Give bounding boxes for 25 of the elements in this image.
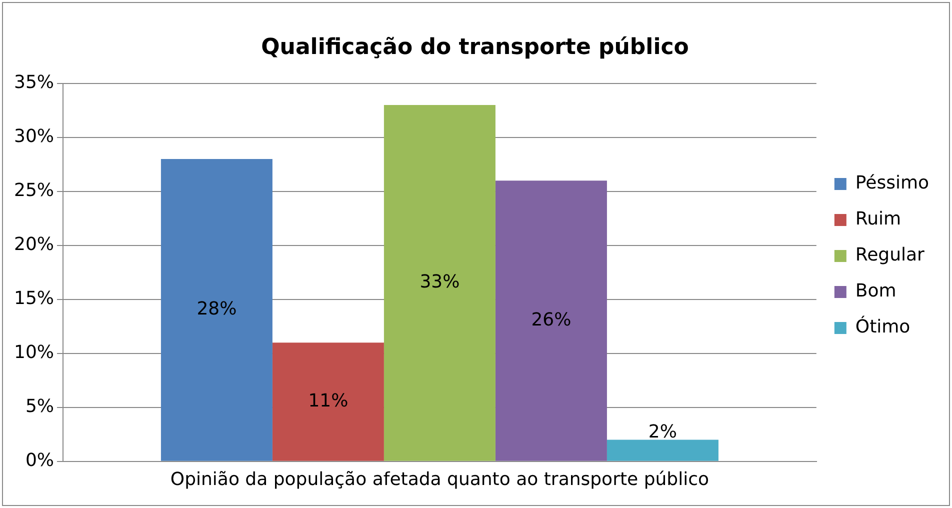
y-tick-label: 0% bbox=[25, 450, 54, 472]
legend-label: Regular bbox=[855, 244, 926, 266]
legend-label: Ruim bbox=[855, 208, 902, 230]
x-tick-label: Opinião da população afetada quanto ao transporte público bbox=[170, 468, 710, 490]
legend-label: Bom bbox=[855, 280, 896, 302]
y-tick-label: 30% bbox=[14, 126, 54, 148]
y-tick-label: 10% bbox=[14, 342, 54, 364]
y-tick-label: 25% bbox=[14, 180, 54, 202]
bar bbox=[606, 440, 718, 461]
bar bbox=[495, 180, 607, 461]
bar bbox=[272, 342, 384, 461]
y-tick-label: 15% bbox=[14, 288, 54, 310]
data-label: 2% bbox=[648, 421, 677, 442]
y-tick-label: 20% bbox=[14, 234, 54, 256]
data-label: 33% bbox=[420, 272, 460, 293]
data-label: 26% bbox=[531, 309, 572, 330]
chart-title: Qualificação do transporte público bbox=[261, 34, 689, 60]
legend-label: Ótimo bbox=[855, 316, 910, 338]
y-tick-label: 5% bbox=[25, 396, 54, 418]
data-label: 11% bbox=[308, 390, 348, 412]
bar bbox=[384, 105, 496, 461]
legend-label: Péssimo bbox=[855, 172, 930, 194]
bar bbox=[160, 159, 272, 461]
y-tick-label: 35% bbox=[14, 72, 54, 94]
data-label: 28% bbox=[196, 298, 237, 320]
